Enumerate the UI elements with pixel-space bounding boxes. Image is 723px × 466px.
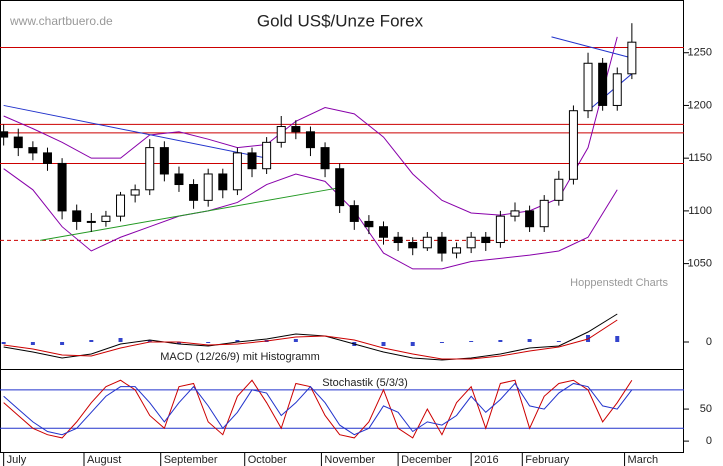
macd-histogram: [615, 336, 620, 342]
candle-body: [466, 236, 476, 249]
macd-histogram: [439, 342, 444, 343]
macd-histogram: [235, 340, 240, 342]
candle-body: [276, 126, 286, 143]
trend-line: [551, 36, 632, 59]
candle-body: [218, 173, 228, 191]
x-tick-label: October: [248, 454, 287, 466]
x-tick-label: 2016: [474, 454, 498, 466]
candle-body: [159, 147, 169, 175]
x-tick-label: March: [628, 454, 659, 466]
candle-body: [583, 62, 593, 112]
candle-body: [554, 178, 564, 201]
candle-body: [305, 131, 315, 149]
candle-body: [72, 210, 82, 222]
watermark: www.chartbuero.de: [9, 14, 113, 28]
macd-histogram: [527, 339, 532, 342]
y-tick-label: 1250: [688, 47, 712, 59]
y-tick-label: 1200: [688, 99, 712, 111]
stoch-d: [3, 382, 633, 436]
y-tick-label: 0: [706, 435, 712, 447]
y-tick-label: 1150: [688, 152, 712, 164]
candle-body: [437, 236, 447, 254]
x-tick-label: August: [87, 454, 121, 466]
y-tick-label: 0: [706, 336, 712, 348]
candle-body: [452, 247, 462, 254]
candle-body: [130, 189, 140, 196]
candle-body: [145, 147, 155, 191]
macd-histogram: [176, 342, 181, 344]
candle-body: [335, 168, 345, 207]
trend-line: [587, 73, 633, 112]
candle-body: [598, 62, 608, 106]
macd-histogram: [118, 338, 123, 342]
candle-body: [510, 210, 520, 217]
macd-histogram: [381, 342, 386, 346]
macd-histogram: [206, 342, 211, 343]
candle-body: [349, 205, 359, 222]
macd-histogram: [60, 342, 65, 345]
candle-body: [627, 41, 637, 75]
x-tick-label: September: [164, 454, 218, 466]
candle-body: [42, 152, 52, 164]
candle-body: [495, 215, 505, 244]
macd-histogram: [469, 341, 474, 342]
stoch-label: Stochastik (5/3/3): [322, 377, 408, 389]
candle-body: [116, 194, 126, 217]
bollinger-upper: [3, 36, 618, 216]
trend-line: [40, 187, 340, 241]
y-tick-label: 1100: [688, 205, 712, 217]
candle-body: [481, 236, 491, 244]
candle-body: [28, 147, 38, 154]
chart-title: Gold US$/Unze Forex: [257, 11, 424, 30]
macd-histogram: [1, 342, 6, 344]
y-tick-label: 1050: [688, 258, 712, 270]
trend-line: [3, 104, 267, 159]
candle-body: [0, 131, 9, 138]
x-tick-label: December: [401, 454, 452, 466]
x-tick-label: July: [7, 454, 27, 466]
candle-body: [174, 173, 184, 186]
source: Hoppenstedt Charts: [570, 277, 668, 289]
stoch-k: [3, 379, 633, 439]
macd-histogram: [556, 341, 561, 342]
candle-body: [189, 184, 199, 201]
macd-histogram: [293, 339, 298, 342]
candle-body: [57, 162, 67, 212]
candle-body: [262, 141, 272, 170]
candle-body: [612, 73, 622, 106]
candle-body: [291, 126, 301, 133]
candle-body: [525, 210, 535, 228]
candle-body: [232, 152, 242, 191]
candle-body: [408, 242, 418, 249]
candle-body: [393, 236, 403, 244]
macd-histogram: [410, 342, 415, 346]
bollinger-lower: [3, 168, 618, 270]
candle-body: [568, 110, 578, 180]
macd-histogram: [89, 340, 94, 342]
candle-body: [101, 215, 111, 222]
macd-histogram: [147, 340, 152, 342]
candle-body: [13, 136, 23, 149]
macd-histogram: [498, 340, 503, 342]
candle-body: [320, 147, 330, 170]
macd-signal: [3, 319, 618, 360]
y-tick-label: 50: [700, 403, 712, 415]
macd-label: MACD (12/26/9) mit Histogramm: [160, 351, 320, 363]
candle-body: [203, 173, 213, 201]
x-tick-label: November: [324, 454, 375, 466]
macd-line: [3, 313, 618, 361]
x-tick-label: February: [525, 454, 570, 466]
candle-body: [364, 220, 374, 228]
candle-body: [422, 236, 432, 249]
frame: [0, 0, 684, 453]
macd-histogram: [30, 342, 35, 345]
candle-body: [247, 152, 257, 170]
candle-body: [539, 199, 549, 228]
candle-body: [86, 220, 96, 223]
candle-body: [379, 226, 389, 238]
